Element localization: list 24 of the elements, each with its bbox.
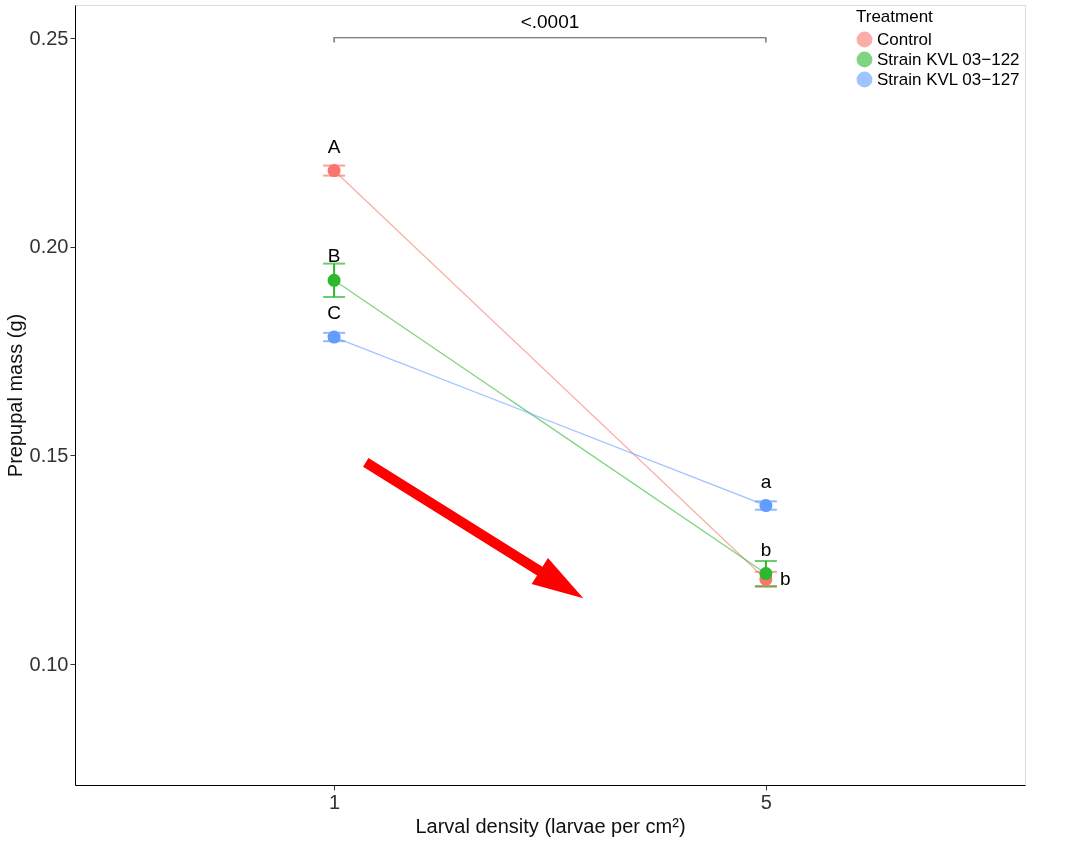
y-tick-label: 0.15: [29, 443, 69, 466]
annotation: A: [327, 135, 341, 157]
legend-label: Strain KVL 03−122: [877, 49, 1020, 69]
y-axis-title: Prepupal mass (g): [3, 313, 26, 478]
point: [327, 273, 341, 287]
annotation: C: [327, 302, 341, 324]
annotation: a: [760, 470, 772, 492]
annotation: B: [327, 245, 341, 267]
annotation: <.0001: [520, 10, 580, 32]
point: [327, 330, 341, 344]
x-tick-label: 1: [329, 790, 341, 813]
legend-title: Treatment: [856, 7, 934, 26]
legend-label: Strain KVL 03−127: [877, 69, 1020, 89]
x-tick-label: 5: [760, 790, 772, 813]
y-tick-label: 0.20: [29, 235, 69, 258]
annotation: b: [760, 538, 772, 560]
y-tick-label: 0.25: [29, 26, 69, 49]
point: [327, 164, 341, 178]
annotation: b: [779, 568, 791, 590]
point: [759, 499, 773, 513]
y-tick-label: 0.10: [29, 652, 69, 675]
legend-label: Control: [877, 29, 932, 49]
point: [759, 567, 773, 581]
x-axis-title: Larval density (larvae per cm²): [415, 814, 686, 837]
